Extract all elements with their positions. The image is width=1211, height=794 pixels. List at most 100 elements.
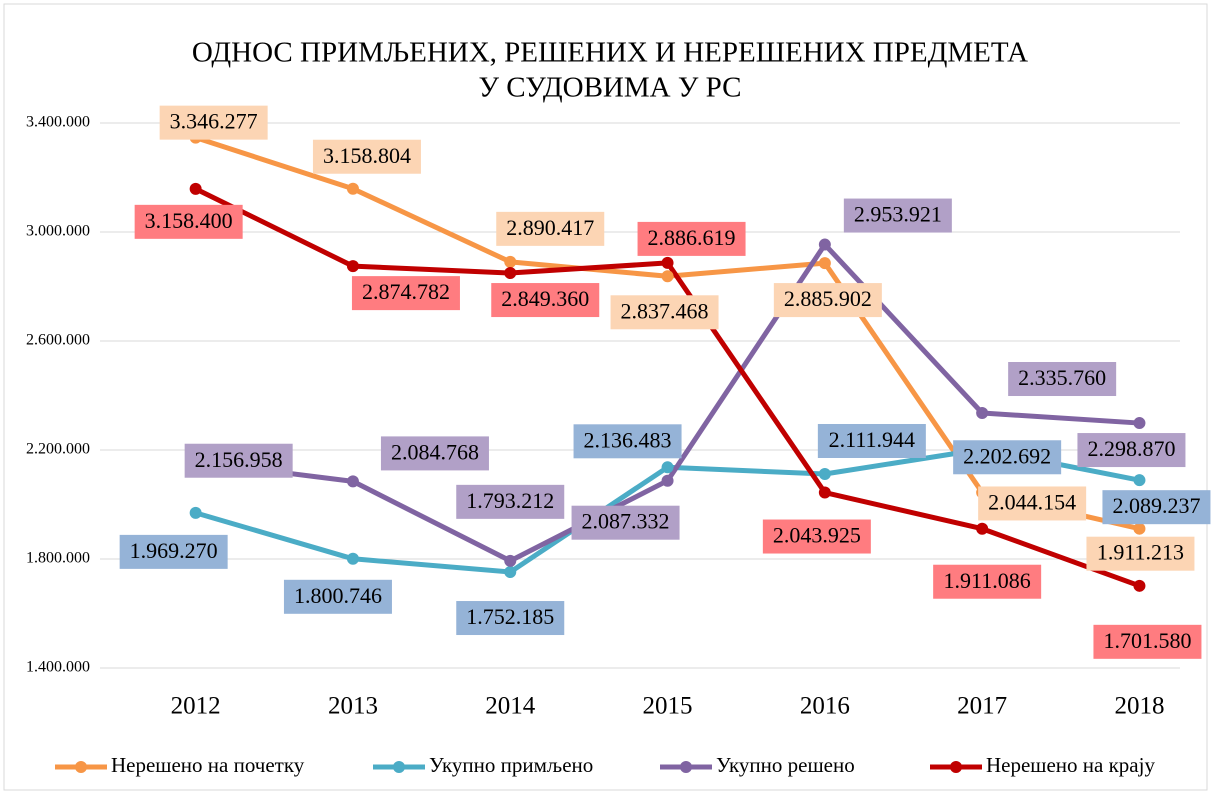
data-label: 2.087.332 xyxy=(582,509,670,534)
data-label-box xyxy=(762,519,871,554)
data-point xyxy=(661,256,674,269)
data-label: 2.156.958 xyxy=(195,447,283,472)
legend-marker xyxy=(75,761,87,773)
data-label: 1.800.746 xyxy=(294,583,382,608)
data-label-box xyxy=(491,283,600,318)
data-label-box xyxy=(978,486,1087,521)
x-tick-label: 2013 xyxy=(328,693,378,720)
data-label-box xyxy=(843,198,952,233)
data-label: 3.158.400 xyxy=(145,208,233,233)
chart-title: У СУДОВИМА У РС xyxy=(479,72,742,104)
data-label: 1.793.212 xyxy=(466,488,554,513)
data-point xyxy=(346,552,359,565)
legend-label: Укупно решено xyxy=(716,753,855,777)
y-tick-label: 2.200.000 xyxy=(26,441,90,458)
data-point xyxy=(818,486,831,499)
data-point xyxy=(504,267,517,280)
data-point xyxy=(346,182,359,195)
data-label: 2.111.944 xyxy=(829,427,915,452)
data-label-box xyxy=(571,505,680,540)
data-label-box xyxy=(953,440,1062,475)
data-label-box xyxy=(283,579,392,614)
data-label: 1.969.270 xyxy=(130,538,218,563)
data-point xyxy=(1133,417,1146,430)
data-label: 2.874.782 xyxy=(362,279,450,304)
legend-marker xyxy=(680,761,692,773)
chart-title: ОДНОС ПРИМЉЕНИХ, РЕШЕНИХ И НЕРЕШЕНИХ ПРЕ… xyxy=(192,37,1028,69)
data-label-box xyxy=(573,424,682,459)
data-point xyxy=(818,257,831,270)
legend-marker xyxy=(950,761,962,773)
data-label: 3.346.277 xyxy=(170,109,258,134)
data-label-box xyxy=(119,534,228,569)
data-point xyxy=(661,474,674,487)
data-label: 2.837.468 xyxy=(621,298,709,323)
data-point xyxy=(1133,579,1146,592)
y-tick-label: 1.400.000 xyxy=(26,659,90,676)
data-label: 2.136.483 xyxy=(584,427,672,452)
data-label: 1.911.086 xyxy=(944,568,1031,593)
data-label-box xyxy=(456,601,565,636)
data-label: 2.849.360 xyxy=(501,286,589,311)
data-label-box xyxy=(159,105,268,140)
data-label-box xyxy=(637,221,746,256)
y-tick-label: 3.400.000 xyxy=(26,114,90,131)
data-point xyxy=(976,522,989,535)
data-point xyxy=(1133,474,1146,487)
data-point xyxy=(346,475,359,488)
data-point xyxy=(346,260,359,273)
data-label-box xyxy=(1077,433,1186,468)
data-label: 2.335.760 xyxy=(1018,365,1106,390)
data-label-box xyxy=(351,276,460,311)
data-point xyxy=(504,566,517,579)
data-label: 2.885.902 xyxy=(784,286,872,311)
data-label-box xyxy=(312,139,421,174)
data-label: 1.752.185 xyxy=(466,604,554,629)
data-label: 2.953.921 xyxy=(854,202,942,227)
y-tick-label: 3.000.000 xyxy=(26,223,90,240)
data-point xyxy=(1133,522,1146,535)
legend-label: Нерешено на почетку xyxy=(111,753,305,777)
x-tick-label: 2015 xyxy=(643,693,693,720)
data-point xyxy=(504,554,517,567)
x-tick-label: 2016 xyxy=(800,693,850,720)
data-point xyxy=(976,407,989,420)
data-point xyxy=(661,461,674,474)
data-point xyxy=(189,506,202,519)
data-label-box xyxy=(496,211,605,246)
data-label: 2.890.417 xyxy=(506,215,594,240)
data-label: 2.084.768 xyxy=(391,439,479,464)
x-tick-label: 2017 xyxy=(957,693,1007,720)
data-label: 1.911.213 xyxy=(1097,540,1184,565)
data-label: 1.701.580 xyxy=(1103,628,1191,653)
data-label: 2.044.154 xyxy=(988,490,1076,515)
data-label: 2.089.237 xyxy=(1112,493,1200,518)
data-label-box xyxy=(1102,490,1211,525)
data-label: 2.043.925 xyxy=(773,523,861,548)
data-label: 2.298.870 xyxy=(1087,436,1175,461)
data-point xyxy=(189,182,202,195)
y-tick-label: 1.800.000 xyxy=(26,550,90,567)
data-point xyxy=(818,238,831,251)
data-label-box xyxy=(933,564,1042,599)
data-label-box xyxy=(134,204,243,239)
x-tick-label: 2018 xyxy=(1114,693,1164,720)
data-point xyxy=(818,467,831,480)
legend-marker xyxy=(393,761,405,773)
x-tick-label: 2012 xyxy=(171,693,221,720)
data-label-box xyxy=(1093,624,1202,659)
data-point xyxy=(504,255,517,268)
data-label-box xyxy=(817,423,926,458)
y-tick-label: 2.600.000 xyxy=(26,332,90,349)
data-point xyxy=(661,270,674,283)
x-tick-label: 2014 xyxy=(485,693,536,720)
data-label-box xyxy=(1008,362,1117,397)
data-label: 2.886.619 xyxy=(648,225,736,250)
legend-label: Нерешено на крају xyxy=(986,753,1155,777)
data-label: 3.158.804 xyxy=(323,143,411,168)
data-label-box xyxy=(773,283,882,318)
data-label: 2.202.692 xyxy=(963,443,1051,468)
data-label-box xyxy=(1086,536,1195,571)
data-label-box xyxy=(380,436,489,471)
